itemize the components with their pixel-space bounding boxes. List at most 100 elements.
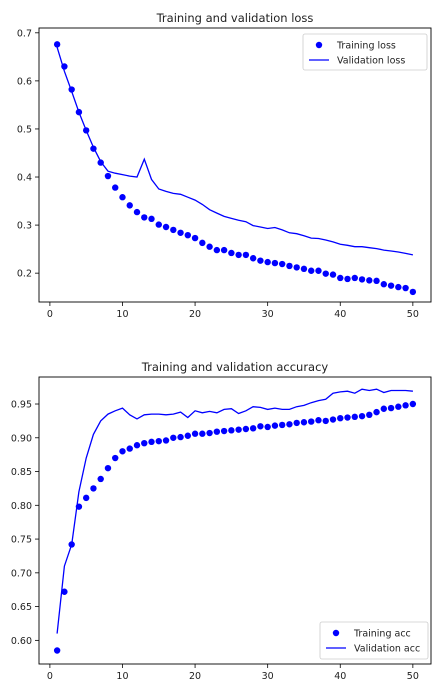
data-point-training-acc bbox=[293, 419, 300, 427]
data-point-training-acc bbox=[148, 438, 155, 446]
legend: Training loss Validation loss bbox=[302, 33, 428, 71]
data-point-training-acc bbox=[337, 414, 344, 422]
data-point-training-loss bbox=[228, 249, 235, 257]
data-point-training-acc bbox=[395, 403, 402, 410]
y-tick-label: 0.2 bbox=[17, 269, 32, 280]
x-tick-label: 10 bbox=[116, 671, 128, 681]
data-point-training-loss bbox=[351, 274, 358, 282]
data-point-training-loss bbox=[104, 172, 112, 180]
data-point-training-loss bbox=[395, 283, 402, 291]
data-point-training-loss bbox=[162, 223, 170, 231]
data-point-training-acc bbox=[177, 433, 184, 441]
x-tick-label: 20 bbox=[189, 309, 201, 320]
data-point-training-loss bbox=[344, 275, 351, 283]
x-tick-label: 40 bbox=[334, 671, 346, 681]
y-tick-label: 0.4 bbox=[17, 173, 32, 184]
plot-frame bbox=[38, 376, 432, 665]
data-point-training-loss bbox=[264, 258, 271, 266]
data-point-training-acc bbox=[213, 428, 221, 435]
y-tick-label: 0.80 bbox=[11, 501, 32, 512]
data-point-training-acc bbox=[366, 411, 373, 419]
data-point-training-acc bbox=[119, 448, 126, 455]
data-point-training-acc bbox=[141, 439, 148, 447]
y-tick-label: 0.90 bbox=[11, 433, 32, 444]
data-point-training-acc bbox=[184, 432, 192, 439]
data-point-training-acc bbox=[170, 434, 177, 441]
data-point-training-loss bbox=[126, 202, 133, 209]
y-tick-label: 0.6 bbox=[17, 76, 32, 87]
data-point-training-acc bbox=[133, 442, 141, 449]
data-point-training-acc bbox=[199, 430, 206, 437]
data-point-training-loss bbox=[271, 259, 279, 267]
y-tick-label: 0.7 bbox=[17, 28, 32, 39]
data-point-training-acc bbox=[155, 437, 162, 445]
chart-accuracy: Training and validation accuracy 0 10 20 30 4… bbox=[11, 360, 432, 682]
data-point-training-loss bbox=[170, 226, 177, 234]
data-point-training-acc bbox=[322, 417, 329, 425]
legend-box bbox=[302, 33, 428, 71]
data-point-training-acc bbox=[308, 418, 315, 425]
legend-label: Validation loss bbox=[337, 56, 405, 67]
series-line-validation-loss bbox=[56, 47, 414, 256]
data-point-training-acc bbox=[278, 421, 286, 429]
data-point-training-loss bbox=[315, 267, 322, 274]
legend-label: Training acc bbox=[353, 629, 411, 640]
data-point-training-acc bbox=[351, 413, 358, 421]
y-tick-label: 0.95 bbox=[11, 400, 32, 411]
data-point-training-acc bbox=[220, 427, 228, 435]
data-point-training-loss bbox=[213, 246, 221, 254]
data-point-training-acc bbox=[300, 419, 308, 426]
x-tick-label: 50 bbox=[407, 671, 419, 681]
data-point-training-acc bbox=[191, 430, 199, 437]
data-point-training-acc bbox=[126, 445, 133, 452]
x-tick-label: 0 bbox=[47, 671, 53, 681]
x-tick-label: 50 bbox=[407, 309, 419, 320]
chart-title: Training and validation accuracy bbox=[141, 360, 329, 374]
legend-marker-swatch bbox=[315, 41, 323, 49]
data-point-training-acc bbox=[264, 423, 271, 431]
data-point-training-acc bbox=[112, 454, 119, 462]
data-point-training-acc bbox=[373, 408, 380, 416]
data-point-training-loss bbox=[402, 284, 409, 292]
data-point-training-acc bbox=[344, 414, 351, 421]
data-point-training-acc bbox=[104, 464, 112, 472]
x-tick-label: 30 bbox=[262, 309, 274, 320]
data-point-training-loss bbox=[322, 270, 329, 277]
y-tick-label: 0.75 bbox=[11, 535, 32, 546]
data-point-training-loss bbox=[235, 251, 242, 259]
data-point-training-loss bbox=[278, 260, 286, 268]
data-point-training-loss bbox=[242, 251, 250, 259]
data-point-training-acc bbox=[329, 416, 337, 423]
data-point-training-loss bbox=[409, 288, 417, 296]
x-tick-label: 40 bbox=[334, 309, 346, 320]
data-point-training-loss bbox=[199, 239, 206, 247]
data-point-training-loss bbox=[337, 274, 344, 282]
data-point-training-loss bbox=[184, 231, 192, 239]
x-tick-label: 20 bbox=[189, 671, 201, 681]
legend-box bbox=[319, 621, 429, 660]
data-point-training-loss bbox=[141, 214, 148, 221]
data-point-training-acc bbox=[53, 647, 61, 654]
data-point-training-loss bbox=[300, 265, 308, 273]
data-point-training-loss bbox=[293, 264, 300, 271]
data-point-training-loss bbox=[119, 194, 126, 201]
data-point-training-acc bbox=[235, 426, 242, 433]
chart-loss: Training and validation loss 0 10 20 30 40 50 0… bbox=[17, 11, 432, 320]
data-point-training-loss bbox=[286, 262, 293, 270]
data-point-training-acc bbox=[162, 437, 170, 444]
data-point-training-loss bbox=[148, 215, 155, 223]
x-tick-label: 30 bbox=[262, 671, 274, 681]
data-point-training-loss bbox=[206, 243, 213, 250]
y-tick-label: 0.65 bbox=[11, 602, 32, 613]
legend-label: Validation acc bbox=[354, 644, 420, 655]
data-point-training-loss bbox=[373, 277, 380, 285]
data-point-training-acc bbox=[90, 485, 97, 492]
legend-label: Training loss bbox=[336, 41, 396, 52]
data-point-training-loss bbox=[366, 277, 373, 284]
data-point-training-acc bbox=[228, 427, 235, 434]
data-point-training-loss bbox=[358, 276, 366, 283]
data-point-training-loss bbox=[133, 208, 141, 216]
chart-title: Training and validation loss bbox=[156, 11, 314, 25]
legend-marker-swatch bbox=[332, 629, 340, 637]
series-line-validation-acc bbox=[56, 388, 413, 634]
